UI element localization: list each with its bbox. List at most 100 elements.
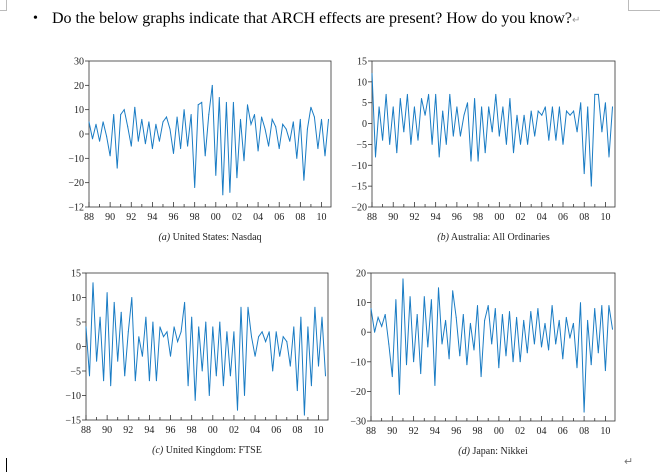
data-point [218,97,220,98]
data-point [597,352,599,354]
data-point [127,126,129,128]
data-point [569,114,571,116]
data-point [608,305,610,307]
x-tick-label: 88 [367,212,377,223]
data-point [587,319,589,321]
data-point [271,118,273,120]
data-point [495,93,497,95]
data-point [138,336,140,338]
data-point [594,308,596,310]
data-point [222,385,224,387]
plot-frame [371,60,616,208]
chart-caption: (a) United States: Nasdaq [158,232,261,243]
data-point [134,380,136,382]
data-point [317,148,319,150]
y-tick-label: 10 [71,293,81,304]
data-point [201,370,203,372]
data-point [275,126,277,128]
data-point [95,123,97,125]
data-point [275,331,277,333]
y-tick-label: 15 [357,57,367,68]
data-point [144,143,146,145]
data-point [85,326,87,328]
data-point [232,101,234,103]
y-tick-label: −20 [68,178,84,189]
y-tick-label: −12 [68,203,84,214]
y-tick-label: 20 [74,81,84,92]
data-point [180,331,182,333]
x-tick-label: 98 [190,212,200,223]
data-point [321,316,323,318]
y-tick-label: 5 [362,98,367,109]
caption-label: (b) [437,232,449,243]
x-tick-label: 02 [515,426,525,437]
data-point [452,135,454,137]
data-point [130,145,132,147]
data-point [505,143,507,145]
data-point [406,93,408,95]
data-point [370,308,372,310]
question-text[interactable]: Do the below graphs indicate that ARCH e… [52,8,612,32]
caption-title: United Kingdom: FTSE [163,445,262,456]
data-point [516,316,518,318]
data-point [406,364,408,366]
data-point [455,316,457,318]
y-tick-label: −20 [350,387,366,398]
y-tick-label: −30 [350,417,366,428]
data-point [384,313,386,315]
data-point [313,116,315,118]
data-point [211,84,213,86]
data-point [498,135,500,137]
data-point [523,114,525,116]
chart-caption: (b) Australia: All Ordinaries [437,232,550,243]
data-point [501,313,503,315]
data-point [145,316,147,318]
y-tick-label: −10 [351,161,367,172]
data-point [158,140,160,142]
data-point [604,102,606,104]
data-point [512,152,514,154]
caption-label: (d) [458,446,470,457]
data-point [152,321,154,323]
data-point [103,380,105,382]
data-point [437,287,439,289]
x-tick-label: 06 [558,426,568,437]
data-point [520,143,522,145]
data-point [254,114,256,116]
data-point [374,331,376,333]
data-point [544,322,546,324]
data-point [435,93,437,95]
data-point [134,106,136,108]
y-tick-label: −15 [65,416,81,427]
x-tick-label: 04 [253,212,263,223]
data-point [473,349,475,351]
x-tick-label: 10 [600,426,610,437]
data-point [583,411,585,413]
data-point [261,116,263,118]
data-point [488,106,490,108]
data-point [377,316,379,318]
x-tick-label: 00 [494,426,504,437]
y-tick-label: 30 [74,57,84,68]
data-point [445,319,447,321]
x-tick-label: 10 [313,425,323,436]
x-tick-label: 88 [84,212,94,223]
data-point [480,376,482,378]
data-point [243,160,245,162]
y-tick-label: −15 [351,182,367,193]
data-point [398,393,400,395]
data-point [420,373,422,375]
data-point [268,331,270,333]
data-point [137,140,139,142]
data-point [487,305,489,307]
x-tick-label: 00 [208,425,218,436]
data-point [240,306,242,308]
y-tick-label: 10 [74,105,84,116]
data-point [180,148,182,150]
data-point [310,385,312,387]
data-point [526,352,528,354]
data-point [226,331,228,333]
data-point [378,106,380,108]
data-point [551,305,553,307]
data-point [113,114,115,116]
